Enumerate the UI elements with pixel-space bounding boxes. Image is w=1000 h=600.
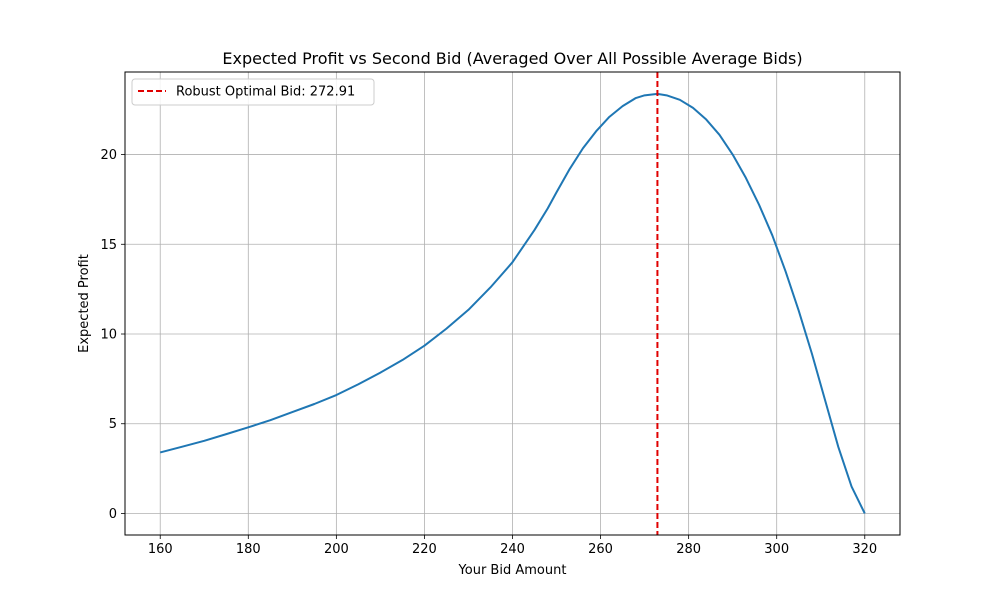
x-tick-label: 260 xyxy=(588,542,613,557)
x-tick-label: 220 xyxy=(412,542,437,557)
y-tick-label: 15 xyxy=(100,238,117,253)
grid xyxy=(125,72,900,535)
chart-title: Expected Profit vs Second Bid (Averaged … xyxy=(222,49,802,68)
x-tick-label: 160 xyxy=(148,542,173,557)
y-tick-label: 10 xyxy=(100,328,117,343)
x-tick-label: 180 xyxy=(236,542,261,557)
x-tick-label: 200 xyxy=(324,542,349,557)
x-tick-label: 300 xyxy=(764,542,789,557)
plot-area xyxy=(159,72,866,535)
x-tick-label: 320 xyxy=(852,542,877,557)
x-tick-label: 240 xyxy=(500,542,525,557)
x-axis-label: Your Bid Amount xyxy=(458,563,567,578)
y-tick-label: 20 xyxy=(100,148,117,163)
y-tick-label: 5 xyxy=(109,417,117,432)
y-axis-ticks: 0 5 10 15 20 xyxy=(100,148,125,522)
x-tick-label: 280 xyxy=(676,542,701,557)
legend: Robust Optimal Bid: 272.91 xyxy=(131,78,375,106)
series-line xyxy=(159,92,866,514)
legend-entry-label: Robust Optimal Bid: 272.91 xyxy=(176,85,355,100)
x-axis-ticks: 160 180 200 220 240 260 280 300 320 xyxy=(148,535,877,557)
y-tick-label: 0 xyxy=(109,507,117,522)
legend-box xyxy=(131,78,375,106)
y-axis-label: Expected Profit xyxy=(77,254,92,353)
